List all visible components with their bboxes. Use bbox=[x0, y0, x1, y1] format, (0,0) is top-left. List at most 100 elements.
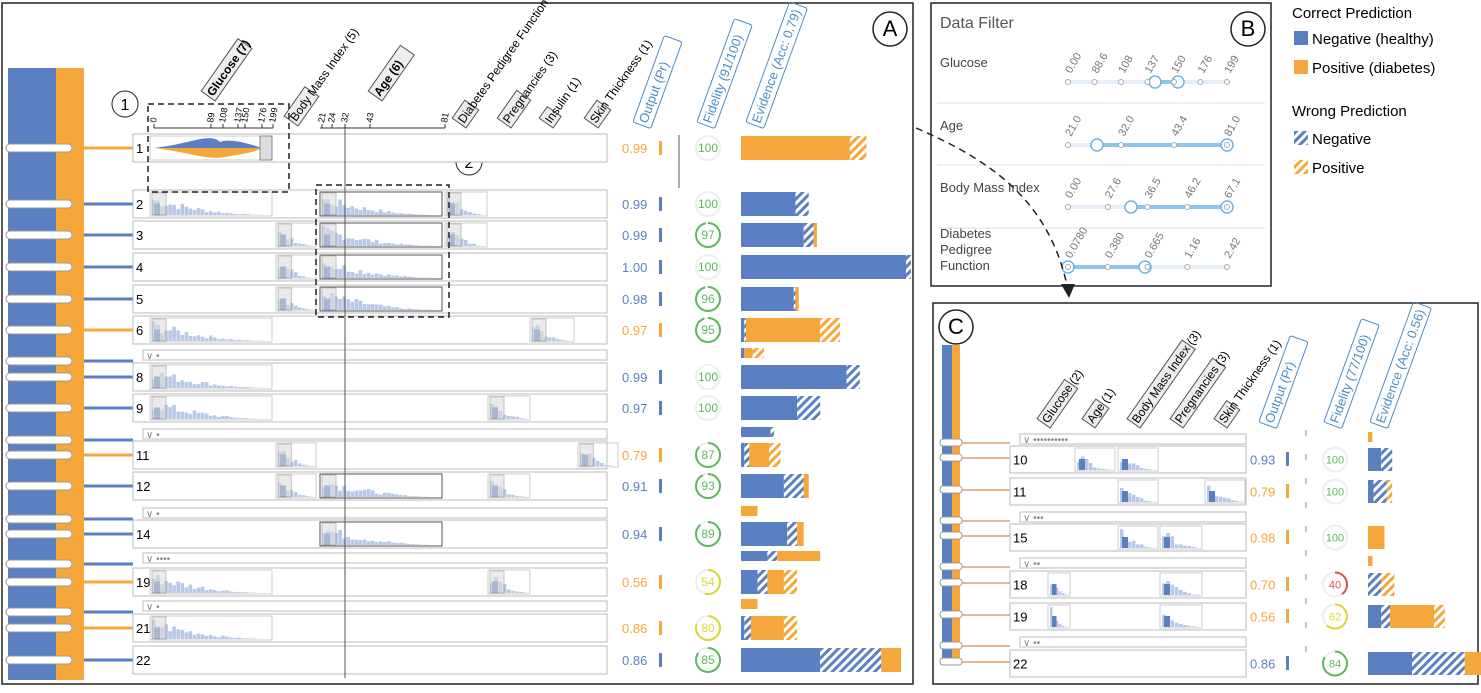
histogram-bin bbox=[201, 382, 205, 388]
range-selector[interactable] bbox=[278, 475, 291, 497]
range-selector[interactable] bbox=[260, 136, 272, 160]
collapsed-toggle[interactable]: ∨ •••••••••• bbox=[1023, 435, 1069, 446]
histogram-bin bbox=[168, 583, 172, 593]
evidence-bar-segment bbox=[1368, 556, 1372, 566]
histogram-bin bbox=[1136, 465, 1140, 470]
range-selector[interactable] bbox=[490, 475, 504, 497]
range-selector[interactable] bbox=[322, 256, 336, 278]
evidence-bar-segment bbox=[741, 136, 850, 160]
range-selector[interactable] bbox=[532, 319, 546, 341]
flow-node bbox=[940, 611, 962, 618]
range-selector[interactable] bbox=[490, 571, 504, 593]
range-selector[interactable] bbox=[580, 444, 593, 466]
flow-tree-a bbox=[6, 68, 133, 680]
histogram-bin bbox=[172, 327, 176, 341]
histogram-bin bbox=[181, 412, 185, 419]
histogram-bin bbox=[359, 240, 363, 246]
flow-node bbox=[6, 357, 72, 365]
fidelity-value: 93 bbox=[701, 479, 715, 493]
collapsed-toggle[interactable]: ∨ • bbox=[146, 430, 160, 441]
range-selector[interactable] bbox=[152, 193, 166, 215]
fidelity-value: 84 bbox=[1329, 659, 1341, 671]
filter-handle-min[interactable] bbox=[1125, 201, 1137, 213]
range-selector[interactable] bbox=[322, 523, 336, 545]
range-selector[interactable] bbox=[152, 397, 166, 419]
histogram-bin bbox=[371, 304, 375, 310]
collapsed-toggle[interactable]: ∨ •• bbox=[1023, 559, 1041, 570]
histogram-bin bbox=[387, 211, 391, 215]
range-selector[interactable] bbox=[152, 617, 166, 639]
feature-header[interactable]: Glucose (7) bbox=[204, 37, 253, 99]
collapsed-toggle[interactable]: ∨ ••• bbox=[1023, 513, 1044, 524]
legend: Correct Prediction Negative (healthy) Po… bbox=[1292, 5, 1435, 177]
histogram-bin bbox=[399, 277, 403, 279]
range-selector[interactable] bbox=[278, 224, 291, 246]
collapsed-toggle[interactable]: ∨ •• bbox=[1023, 638, 1041, 649]
histogram-bin bbox=[1148, 547, 1152, 548]
range-selector[interactable] bbox=[322, 224, 336, 246]
histogram-bin bbox=[416, 245, 420, 246]
histogram-bin bbox=[298, 464, 302, 467]
fidelity-column-header[interactable]: Fidelity (91/100) bbox=[700, 32, 746, 125]
range-selector[interactable] bbox=[490, 397, 504, 419]
histogram-bin bbox=[1062, 626, 1065, 627]
collapsed-toggle[interactable]: ∨ •••• bbox=[146, 554, 171, 565]
range-selector[interactable] bbox=[152, 571, 166, 593]
collapsed-toggle[interactable]: ∨ • bbox=[146, 602, 160, 613]
histogram-bin bbox=[1132, 541, 1136, 548]
range-selector[interactable] bbox=[322, 193, 336, 215]
collapsed-toggle[interactable]: ∨ • bbox=[146, 351, 160, 362]
feature-header[interactable]: Insulin (1) bbox=[542, 75, 584, 126]
range-selector[interactable] bbox=[152, 366, 166, 388]
feature-header[interactable]: Diabetes Pedigree Function bbox=[455, 0, 551, 126]
collapsed-row[interactable]: ∨ •• bbox=[1020, 637, 1246, 649]
collapsed-row[interactable]: ∨ ••• bbox=[1020, 512, 1246, 524]
range-selector[interactable] bbox=[322, 475, 336, 497]
range-selector[interactable] bbox=[322, 288, 336, 310]
collapsed-row[interactable]: ∨ • bbox=[143, 599, 758, 613]
filter-handle-min[interactable] bbox=[1149, 76, 1161, 88]
collapsed-toggle[interactable]: ∨ • bbox=[146, 509, 160, 520]
range-selector[interactable] bbox=[278, 256, 291, 278]
feature-header[interactable]: Body Mass Index (5) bbox=[287, 26, 362, 124]
collapsed-row[interactable]: ∨ •••• bbox=[143, 551, 820, 565]
filter-handle-min[interactable] bbox=[1091, 139, 1103, 151]
collapsed-row[interactable]: ∨ • bbox=[143, 506, 758, 520]
flow-node bbox=[940, 454, 962, 461]
rule-id: 10 bbox=[1013, 453, 1027, 468]
legend-swatch-wrong-positive bbox=[1294, 160, 1308, 174]
range-selector[interactable] bbox=[278, 444, 291, 466]
evidence-column-header[interactable]: Evidence (Acc: 0.79) bbox=[749, 7, 804, 125]
histogram-bin bbox=[403, 276, 407, 278]
collapsed-row[interactable]: ∨ • bbox=[143, 348, 764, 362]
range-selector[interactable] bbox=[152, 319, 166, 341]
collapsed-row[interactable]: ∨ • bbox=[143, 427, 774, 441]
flow-node bbox=[6, 530, 72, 538]
histogram-bin bbox=[416, 496, 420, 497]
range-selector[interactable] bbox=[278, 288, 291, 310]
histogram-bin bbox=[399, 495, 403, 497]
output-column-header[interactable]: Output (Pr) bbox=[636, 59, 672, 125]
evidence-bar-segment bbox=[741, 599, 758, 609]
